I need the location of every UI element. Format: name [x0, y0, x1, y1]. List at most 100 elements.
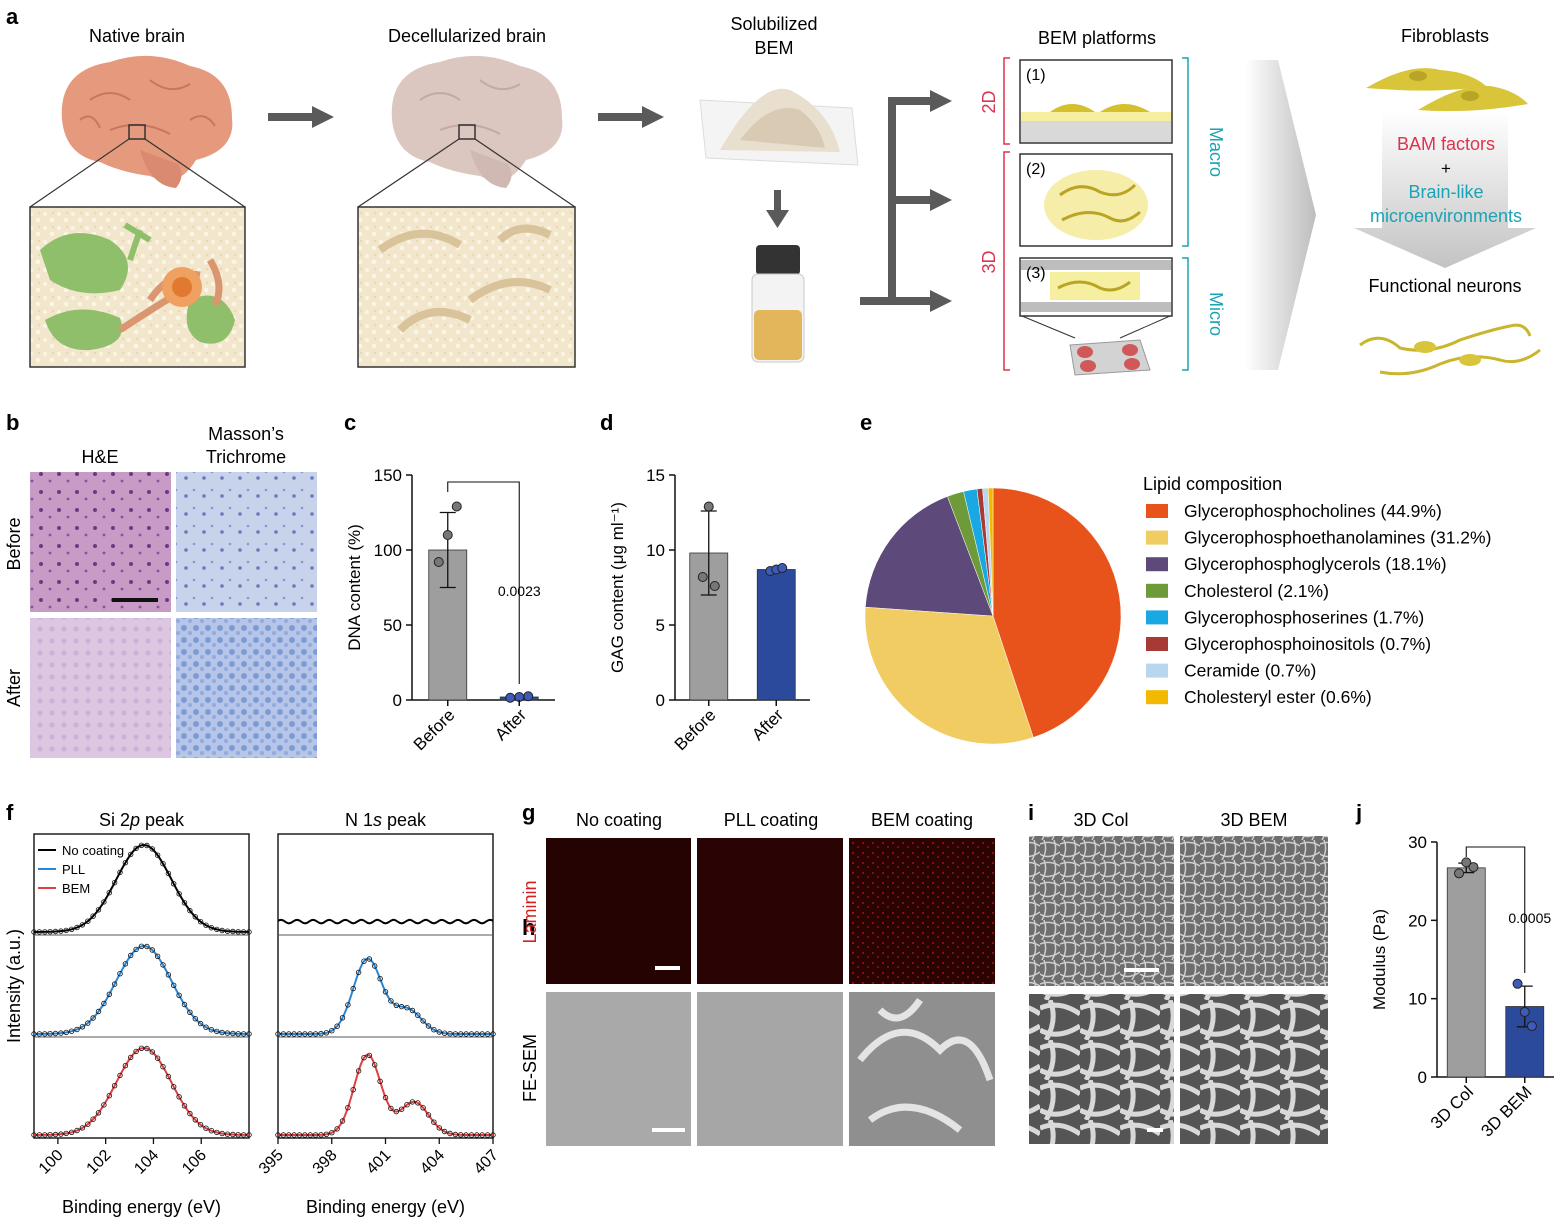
scale-bar-h — [652, 1128, 685, 1132]
g-bem-coating-image — [849, 838, 995, 984]
legend-swatch — [1146, 583, 1168, 598]
fit-marker — [165, 972, 172, 978]
fit-marker — [409, 1007, 416, 1014]
data-point — [505, 692, 516, 703]
fit-marker — [42, 929, 48, 935]
fit-marker — [192, 914, 198, 920]
fit-marker — [214, 1129, 220, 1136]
legend-swatch — [1146, 637, 1168, 651]
fit-marker — [181, 1103, 188, 1109]
panel-a: Native brain Decellularized brain Solubi… — [29, 14, 1541, 376]
x-tick-label: After — [748, 705, 787, 744]
step-1-label: (1) — [1026, 67, 1046, 84]
fit-marker — [47, 929, 53, 935]
fit-marker — [275, 1132, 281, 1138]
fit-marker — [187, 1110, 193, 1117]
fit-marker — [111, 981, 118, 987]
fit-marker — [235, 1031, 241, 1037]
fit-marker — [286, 1132, 292, 1138]
fit-marker — [240, 1132, 247, 1138]
chart-f-xps-spectra: Si 2p peak 100 102 104 106 Binding energy (eV… — [4, 810, 502, 1217]
bar — [1446, 867, 1486, 1078]
data-point — [1526, 1021, 1537, 1032]
fit-marker — [382, 1094, 389, 1101]
subplot-frame — [33, 833, 250, 1139]
data-point — [523, 691, 534, 702]
fit-marker — [208, 1127, 215, 1134]
platforms-title: BEM platforms — [1038, 28, 1156, 48]
mt-after-image — [176, 618, 317, 758]
fit-marker — [246, 1132, 252, 1138]
fit-marker — [420, 1018, 426, 1024]
branch-arrows — [860, 90, 952, 312]
fit-marker — [415, 1012, 421, 1018]
legend-entry: Glycerophosphoinositols (0.7%) — [1184, 634, 1431, 654]
fit-marker — [52, 928, 59, 935]
plus-label: + — [1441, 159, 1451, 178]
fit-marker — [291, 1132, 297, 1138]
fit-marker — [79, 1125, 86, 1131]
fit-marker — [484, 1031, 491, 1037]
fit-marker — [286, 1031, 292, 1037]
fit-marker — [90, 1015, 96, 1021]
y-tick-label: 0 — [1418, 1068, 1427, 1087]
fit-marker — [68, 1028, 75, 1034]
x-tick-label: 398 — [310, 1147, 341, 1178]
fit-marker — [425, 1023, 432, 1029]
data-point — [777, 563, 788, 573]
fit-marker — [127, 1054, 134, 1061]
fit-marker — [275, 1031, 281, 1037]
significance-bracket — [447, 481, 520, 684]
fit-marker — [452, 1131, 459, 1138]
decellularized-brain-illustration — [357, 55, 576, 368]
panel-letter-c: c — [344, 410, 356, 435]
fit-marker — [246, 929, 252, 935]
fit-marker — [468, 1031, 475, 1037]
y-tick-label: 20 — [1408, 911, 1427, 930]
data-point — [1468, 862, 1479, 873]
decellularized-brain-label: Decellularized brain — [388, 26, 546, 46]
scale-bar-b — [112, 598, 158, 602]
fit-marker — [122, 1062, 129, 1069]
fit-marker — [441, 1030, 448, 1036]
fit-marker — [203, 1125, 209, 1131]
fit-marker — [197, 1020, 204, 1027]
label-3d: 3D — [979, 250, 999, 273]
pie-slice — [864, 606, 1034, 745]
fit-marker — [127, 851, 134, 858]
legend-entry: No coating — [62, 843, 124, 858]
fit-marker — [160, 1063, 166, 1070]
fit-marker — [144, 842, 150, 849]
fit-marker — [334, 1023, 340, 1029]
panel-letter-e: e — [860, 410, 872, 435]
fit-marker — [431, 1026, 437, 1033]
x-tick-label: 104 — [131, 1147, 162, 1178]
fit-marker — [176, 992, 182, 998]
x-tick-label: 100 — [36, 1147, 67, 1178]
fit-marker — [307, 1031, 313, 1037]
neuron-cells — [1359, 323, 1541, 376]
data-point — [451, 501, 462, 512]
g-no-coating-image — [546, 838, 691, 984]
fit-marker — [474, 1031, 480, 1037]
fit-marker — [312, 1132, 319, 1138]
fit-marker — [224, 1131, 231, 1137]
fit-marker — [350, 1086, 356, 1093]
fit-marker — [334, 1126, 340, 1132]
fit-marker — [36, 1132, 43, 1138]
fit-marker — [329, 1129, 335, 1136]
fit-marker — [133, 946, 139, 953]
fit-marker — [350, 985, 356, 992]
fit-marker — [323, 1030, 330, 1036]
fit-marker — [246, 1031, 252, 1037]
fit-marker — [398, 1106, 405, 1112]
legend-entry: Cholesteryl ester (0.6%) — [1184, 687, 1372, 707]
fit-marker — [339, 1015, 346, 1021]
fit-marker — [63, 1130, 69, 1137]
fit-marker — [58, 928, 64, 934]
fit-marker — [187, 1009, 193, 1015]
fit-marker — [296, 1132, 303, 1138]
y-tick-label: 0 — [656, 691, 665, 710]
fit-marker — [47, 1030, 53, 1037]
data-point — [709, 581, 720, 591]
